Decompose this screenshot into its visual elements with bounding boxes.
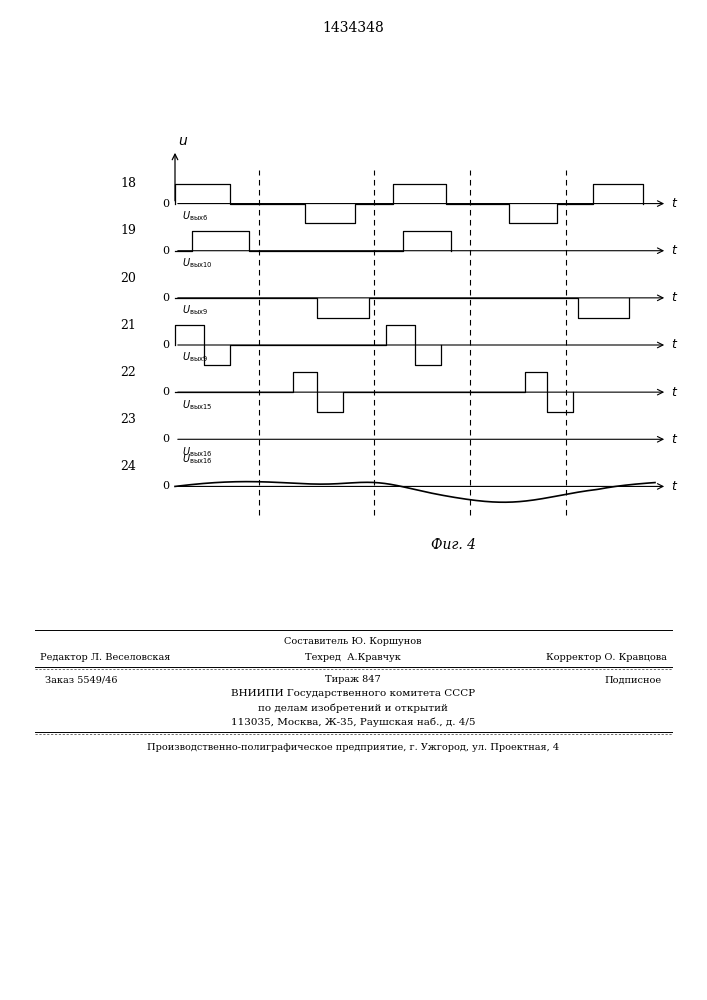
Text: 19: 19 — [120, 224, 136, 237]
Text: 1434348: 1434348 — [322, 21, 384, 35]
Text: по делам изобретений и открытий: по делам изобретений и открытий — [258, 703, 448, 713]
Text: $U_{\rm вых9}$: $U_{\rm вых9}$ — [182, 304, 209, 317]
Text: 0: 0 — [162, 199, 169, 209]
Text: $t$: $t$ — [671, 291, 678, 304]
Text: Фиг. 4: Фиг. 4 — [431, 538, 476, 552]
Text: Подписное: Подписное — [605, 676, 662, 684]
Text: 20: 20 — [120, 272, 136, 285]
Text: 24: 24 — [120, 460, 136, 473]
Text: $t$: $t$ — [671, 338, 678, 352]
Text: Заказ 5549/46: Заказ 5549/46 — [45, 676, 117, 684]
Text: 0: 0 — [162, 246, 169, 256]
Text: $t$: $t$ — [671, 244, 678, 257]
Text: 21: 21 — [120, 319, 136, 332]
Text: $U_{\rm вых16}$: $U_{\rm вых16}$ — [182, 445, 213, 459]
Text: 22: 22 — [120, 366, 136, 379]
Text: 0: 0 — [162, 434, 169, 444]
Text: 0: 0 — [162, 481, 169, 491]
Text: $U_{\rm вых16}$: $U_{\rm вых16}$ — [182, 452, 213, 466]
Text: $U_{\rm вых6}$: $U_{\rm вых6}$ — [182, 209, 209, 223]
Text: $t$: $t$ — [671, 386, 678, 399]
Text: 0: 0 — [162, 387, 169, 397]
Text: $u$: $u$ — [178, 134, 188, 148]
Text: 0: 0 — [162, 340, 169, 350]
Text: 0: 0 — [162, 293, 169, 303]
Text: 23: 23 — [120, 413, 136, 426]
Text: 18: 18 — [120, 177, 136, 190]
Text: $U_{\rm вых9}$: $U_{\rm вых9}$ — [182, 351, 209, 364]
Text: Редактор Л. Веселовская: Редактор Л. Веселовская — [40, 652, 170, 662]
Text: $U_{\rm вых15}$: $U_{\rm вых15}$ — [182, 398, 213, 412]
Text: Корректор О. Кравцова: Корректор О. Кравцова — [546, 652, 667, 662]
Text: $t$: $t$ — [671, 433, 678, 446]
Text: ВНИИПИ Государственного комитета СССР: ВНИИПИ Государственного комитета СССР — [231, 690, 475, 698]
Text: Составитель Ю. Коршунов: Составитель Ю. Коршунов — [284, 638, 422, 647]
Text: Тираж 847: Тираж 847 — [325, 676, 381, 684]
Text: 113035, Москва, Ж-35, Раушская наб., д. 4/5: 113035, Москва, Ж-35, Раушская наб., д. … — [230, 717, 475, 727]
Text: Техред  А.Кравчук: Техред А.Кравчук — [305, 652, 401, 662]
Text: $U_{\rm вых10}$: $U_{\rm вых10}$ — [182, 256, 213, 270]
Text: $t$: $t$ — [671, 480, 678, 493]
Text: $t$: $t$ — [671, 197, 678, 210]
Text: Производственно-полиграфическое предприятие, г. Ужгород, ул. Проектная, 4: Производственно-полиграфическое предприя… — [147, 744, 559, 752]
